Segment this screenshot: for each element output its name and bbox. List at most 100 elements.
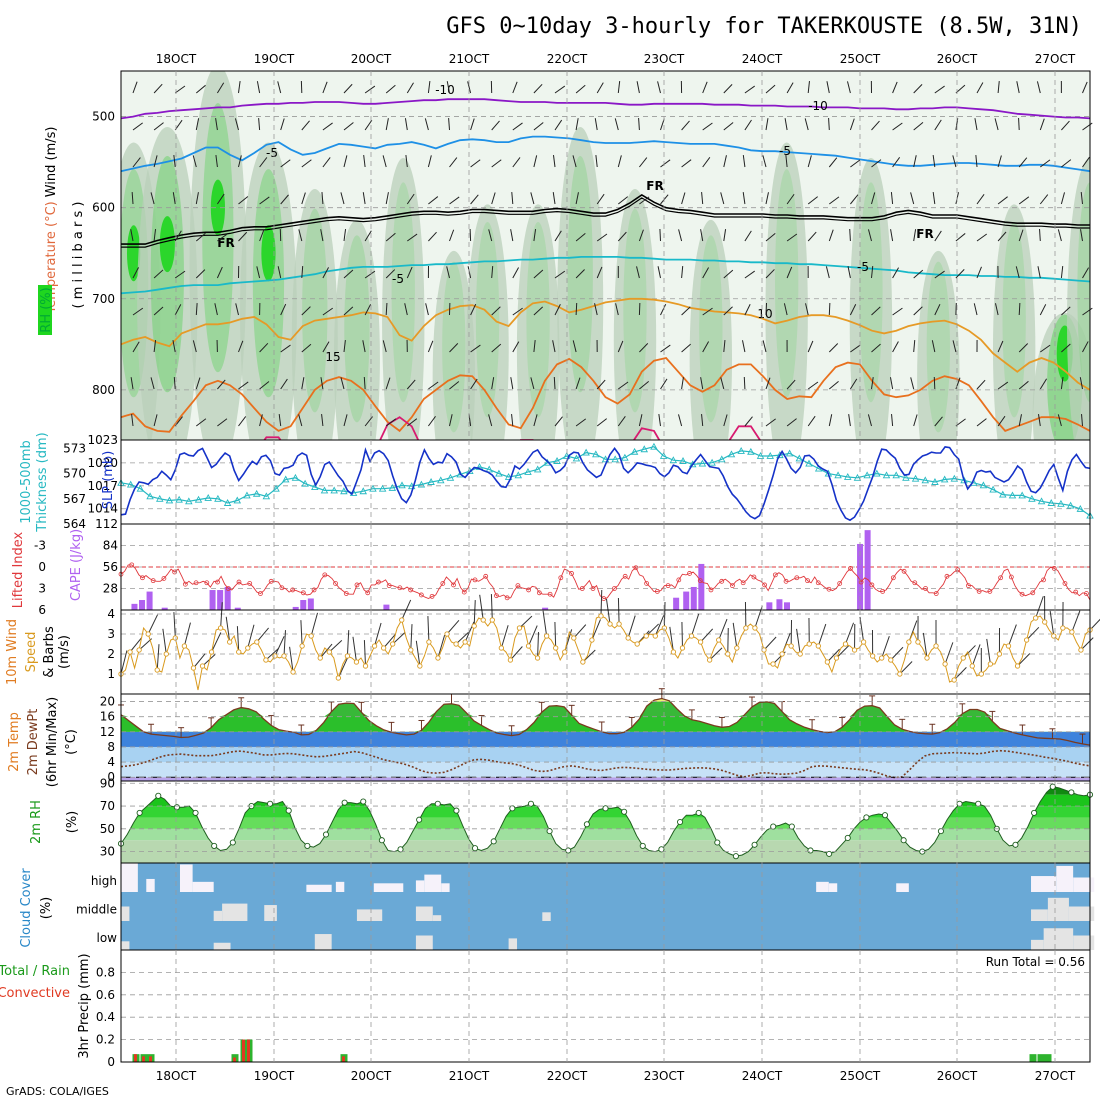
- upper-wind-barb: [449, 343, 459, 353]
- precip-total-bar: [1029, 1054, 1037, 1062]
- thickness-point: [243, 491, 251, 499]
- upper-wind-barb: [720, 192, 725, 205]
- wind-point: [688, 633, 695, 639]
- thickness-point: [669, 456, 678, 464]
- lifted-point: [161, 576, 167, 581]
- wind-point: [888, 657, 894, 663]
- wind-point: [616, 621, 622, 627]
- rh-point: [937, 828, 944, 835]
- cloud-patch: [1068, 906, 1095, 921]
- lifted-point: [815, 580, 821, 586]
- lifted-point: [1019, 591, 1025, 597]
- upper-wind-barb: [238, 81, 241, 94]
- upper-wind-barb: [1082, 122, 1093, 131]
- rh-point: [583, 821, 590, 828]
- upper-wind-barb: [871, 266, 874, 279]
- upper-wind-barb: [554, 85, 566, 94]
- rh-column-grey: [765, 142, 808, 440]
- rh-column-grey: [613, 188, 657, 440]
- pressure-tick: 500: [92, 110, 115, 124]
- lifted-point: [504, 595, 510, 601]
- dewpoint-line: [121, 749, 1090, 779]
- wind-barb: [796, 628, 801, 655]
- precip-conv-bar: [142, 1056, 145, 1062]
- wind-point: [788, 643, 794, 649]
- upper-wind-barb: [174, 270, 186, 279]
- lifted-point: [354, 582, 360, 588]
- upper-wind-barb: [470, 344, 481, 353]
- upper-wind-barb: [594, 118, 598, 131]
- upper-wind-barb: [744, 119, 752, 131]
- upper-wind-barb: [871, 159, 882, 168]
- rh-column-green: [775, 169, 799, 398]
- wind-point: [1033, 615, 1039, 621]
- upper-wind-barb: [828, 302, 831, 316]
- rh-column-grey: [291, 188, 338, 440]
- rh-point: [658, 846, 665, 853]
- upper-wind-barb: [322, 307, 334, 316]
- wind-barb: [971, 644, 981, 667]
- rh-column-grey: [689, 219, 733, 440]
- upper-wind-barb: [741, 340, 746, 353]
- upper-wind-barb: [130, 377, 134, 390]
- rh-column-core: [159, 216, 175, 273]
- wind-point: [426, 639, 432, 645]
- upper-wind-barb: [1080, 192, 1083, 205]
- temp-tick: 8: [107, 740, 115, 754]
- upper-wind-barb: [850, 194, 859, 205]
- upper-wind-barb: [385, 232, 396, 242]
- temp-band: [121, 731, 1090, 747]
- x-tick-label-bottom: 24OCT: [742, 1069, 783, 1083]
- rh-point: [956, 800, 963, 807]
- upper-wind-barb: [259, 196, 270, 205]
- upper-wind-barb: [449, 157, 458, 168]
- wind-point: [743, 625, 749, 631]
- wind-barb: [669, 626, 674, 653]
- wind-ylabel: 10m Wind: [5, 619, 20, 685]
- thickness-point: [785, 449, 794, 457]
- upper-wind-barb: [132, 81, 138, 94]
- cape-bar: [766, 602, 773, 610]
- wind-barb: [1049, 610, 1055, 637]
- wind-barb: [346, 630, 350, 657]
- upper-wind-barb: [364, 85, 376, 94]
- thickness-point: [805, 459, 813, 467]
- wind-barb: [283, 630, 286, 657]
- wind-point: [697, 639, 704, 645]
- upper-wind-barb: [892, 156, 901, 168]
- upper-wind-barb: [723, 84, 733, 94]
- rh-point: [565, 847, 572, 854]
- upper-wind-barb: [321, 414, 324, 427]
- upper-wind-barb: [195, 84, 206, 94]
- upper-wind-barb: [596, 82, 604, 94]
- lifted-point: [569, 571, 574, 576]
- rh-column-green: [1077, 182, 1090, 403]
- upper-wind-barb: [132, 341, 140, 353]
- upper-wind-barb: [404, 303, 408, 316]
- rh-point: [546, 828, 553, 835]
- rh-point: [285, 807, 292, 814]
- upper-wind-barb: [913, 340, 916, 353]
- cloud-patch: [146, 878, 155, 892]
- upper-wind-barb: [723, 155, 727, 168]
- wind-point: [761, 647, 767, 653]
- lifted-point: [322, 572, 328, 578]
- upper-wind-barb: [1057, 229, 1062, 242]
- thickness-point: [388, 483, 397, 491]
- wind-barb: [528, 625, 538, 647]
- rh-band: [121, 840, 1090, 863]
- temp-ylabel: (6hr Min/Max): [45, 697, 60, 787]
- wind-point: [824, 659, 831, 665]
- rh-point: [732, 853, 739, 860]
- wind-point: [480, 617, 486, 623]
- lifted-point: [140, 575, 145, 581]
- lifted-point: [494, 593, 499, 599]
- x-tick-label-bottom: 21OCT: [449, 1069, 490, 1083]
- wind-barb: [120, 650, 128, 675]
- upper-wind-barb: [511, 414, 514, 427]
- precip-conv-bar: [247, 1039, 250, 1062]
- rh-point: [881, 812, 889, 819]
- x-tick-label-bottom: 18OCT: [156, 1069, 197, 1083]
- upper-wind-barb: [660, 378, 668, 390]
- upper-wind-barb: [976, 233, 988, 242]
